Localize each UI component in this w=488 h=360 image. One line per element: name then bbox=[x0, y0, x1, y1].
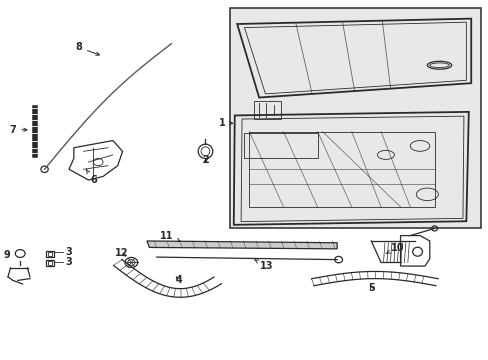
Text: 3: 3 bbox=[65, 257, 72, 267]
Text: 5: 5 bbox=[367, 283, 374, 293]
Bar bbox=[254, 101, 281, 119]
Text: 11: 11 bbox=[160, 231, 180, 242]
Text: 4: 4 bbox=[175, 275, 182, 285]
Bar bbox=[229, 8, 480, 228]
Bar bbox=[244, 134, 317, 158]
Bar bbox=[45, 260, 54, 266]
Bar bbox=[249, 132, 434, 207]
Text: 9: 9 bbox=[3, 250, 10, 260]
Text: 1: 1 bbox=[219, 118, 232, 128]
Text: 10: 10 bbox=[385, 243, 404, 253]
Text: 6: 6 bbox=[86, 170, 97, 185]
Bar bbox=[47, 252, 52, 256]
Bar bbox=[47, 261, 52, 265]
Text: 13: 13 bbox=[254, 260, 273, 271]
Text: 7: 7 bbox=[9, 125, 27, 135]
Text: 8: 8 bbox=[75, 42, 99, 55]
Polygon shape bbox=[147, 241, 336, 249]
Text: 3: 3 bbox=[65, 247, 72, 257]
Text: 12: 12 bbox=[115, 248, 128, 258]
Bar bbox=[45, 251, 54, 257]
Text: 2: 2 bbox=[202, 155, 208, 165]
